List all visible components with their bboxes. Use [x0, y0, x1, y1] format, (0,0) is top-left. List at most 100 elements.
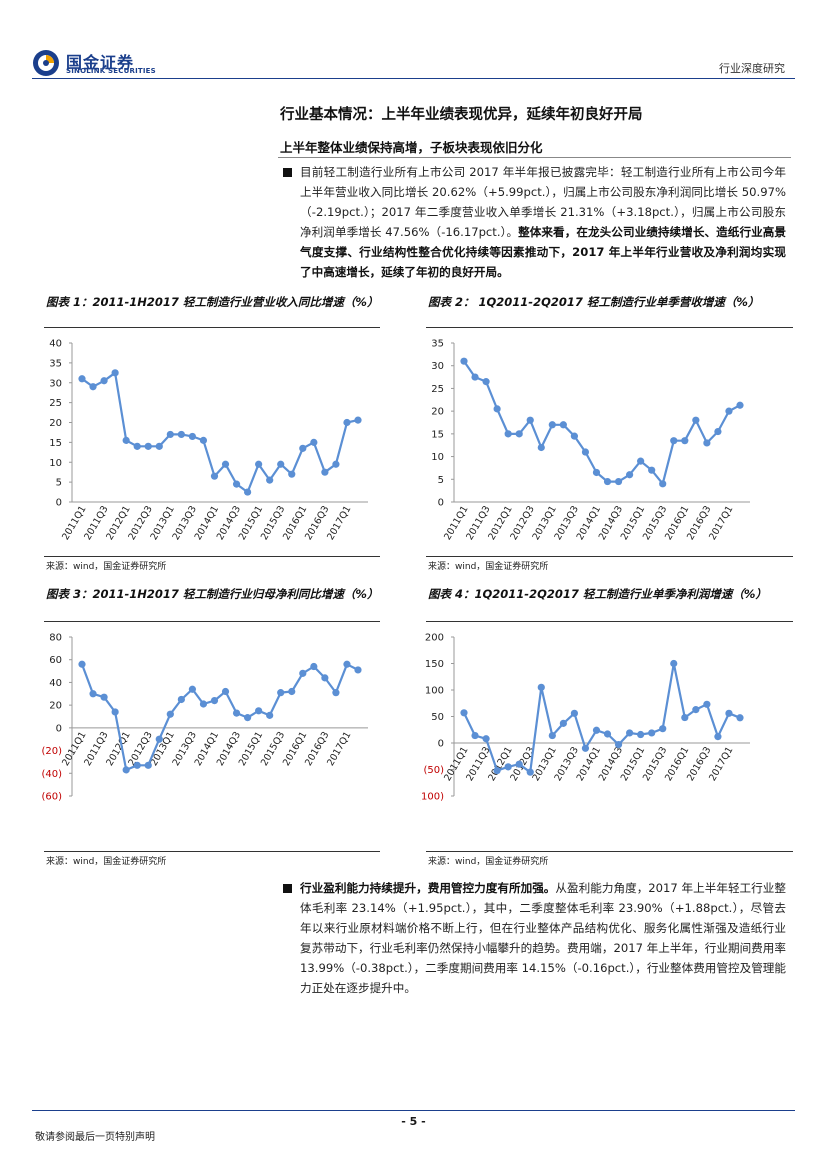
y-tick-label: 20: [431, 407, 444, 418]
figure-2-bottom-rule: [426, 556, 793, 557]
data-point: [155, 442, 163, 450]
y-tick-label: 30: [49, 378, 62, 389]
figure-2-title: 图表 2： 1Q2011-2Q2017 轻工制造行业单季营收增速（%）: [428, 295, 760, 309]
document-type: 行业深度研究: [719, 62, 785, 75]
chart-quarterly-revenue: 051015202530352011Q12011Q32012Q12012Q320…: [431, 339, 750, 542]
data-point: [133, 761, 141, 769]
data-point: [559, 421, 567, 429]
data-point: [188, 432, 196, 441]
y-tick-label: 0: [56, 723, 62, 734]
figure-4-bottom-rule: [426, 851, 793, 852]
data-point: [244, 488, 252, 496]
data-point: [354, 416, 362, 424]
figure-1-rule: [44, 327, 380, 328]
y-tick-label: 150: [425, 659, 444, 670]
data-point: [111, 369, 119, 377]
data-point: [299, 444, 307, 452]
y-tick-label: 10: [49, 458, 62, 469]
data-point: [188, 685, 196, 693]
data-point: [603, 730, 612, 738]
data-point: [471, 373, 479, 381]
page-number: - 5 -: [401, 1115, 426, 1128]
data-point: [637, 457, 645, 465]
data-point: [133, 442, 141, 450]
data-point: [548, 421, 556, 429]
y-tick-label: (40): [41, 769, 62, 780]
y-tick-label: 0: [438, 498, 444, 509]
y-tick-label: 15: [431, 429, 444, 440]
data-point: [122, 766, 130, 774]
data-point: [648, 729, 656, 737]
data-point: [692, 706, 700, 714]
section-subtitle: 上半年整体业绩保持高增，子板块表现依旧分化: [280, 140, 543, 155]
data-point: [332, 460, 340, 468]
data-point: [460, 357, 468, 365]
data-point: [471, 731, 479, 740]
data-point: [354, 666, 362, 674]
data-point: [199, 436, 208, 444]
y-tick-label: 200: [425, 633, 444, 644]
figure-4-source: 来源：wind，国金证券研究所: [428, 857, 549, 867]
data-point: [714, 733, 722, 741]
company-logo: 国金证券 SINOLINK SECURITIES: [32, 47, 162, 79]
chart-net-profit-yoy: (60)(40)(20)0204060802011Q12011Q32012Q12…: [41, 633, 368, 803]
y-tick-label: 10: [431, 452, 444, 463]
data-point: [221, 687, 230, 696]
data-point: [548, 731, 556, 740]
data-point: [177, 430, 185, 439]
data-point: [526, 768, 534, 776]
y-tick-label: 0: [56, 498, 62, 509]
figure-2-source: 来源：wind，国金证券研究所: [428, 562, 549, 572]
chart-revenue-yoy: 05101520253035402011Q12011Q32012Q12012Q3…: [49, 339, 368, 542]
data-point: [166, 430, 174, 439]
data-point: [482, 735, 490, 743]
footer-rule: [32, 1110, 795, 1111]
section-title: 行业基本情况：上半年业绩表现优异，延续年初良好开局: [280, 107, 643, 123]
series-line: [81, 371, 359, 494]
bullet-marker: [283, 884, 292, 893]
data-point: [310, 438, 318, 446]
figure-3-source: 来源：wind，国金证券研究所: [46, 857, 167, 867]
data-point: [493, 766, 501, 775]
data-point: [603, 477, 612, 486]
figure-4-title: 图表 4：1Q2011-2Q2017 轻工制造行业单季净利润增速（%）: [428, 587, 767, 601]
figure-1-title: 图表 1：2011-1H2017 轻工制造行业营业收入同比增速（%）: [46, 295, 379, 309]
data-point: [581, 744, 590, 752]
logo-chinese-name: 国金证券: [66, 53, 135, 72]
y-tick-label: 100: [425, 686, 444, 697]
data-point: [703, 439, 711, 447]
data-point: [166, 710, 174, 718]
y-tick-label: 80: [49, 633, 62, 644]
data-point: [332, 689, 340, 697]
bullet-marker: [283, 168, 292, 177]
figure-3-title: 图表 3：2011-1H2017 轻工制造行业归母净利同比增速（%）: [46, 587, 379, 601]
data-point: [659, 480, 667, 488]
figure-1-source: 来源：wind，国金证券研究所: [46, 562, 167, 572]
data-point: [321, 674, 329, 682]
paragraph-1-text: 目前轻工制造行业所有上市公司 2017 年半年报已披露完毕：轻工制造行业所有上市…: [300, 165, 786, 239]
data-point: [89, 690, 97, 698]
y-tick-label: 20: [49, 701, 62, 712]
paragraph-1: 目前轻工制造行业所有上市公司 2017 年半年报已披露完毕：轻工制造行业所有上市…: [300, 162, 786, 282]
data-point: [111, 708, 119, 716]
data-point: [482, 378, 490, 386]
data-point: [626, 729, 634, 737]
data-point: [78, 375, 86, 383]
data-point: [343, 660, 351, 668]
data-point: [277, 689, 285, 697]
y-tick-label: 5: [438, 475, 444, 486]
data-point: [78, 660, 86, 668]
y-tick-label: 25: [49, 398, 62, 409]
data-point: [299, 669, 307, 677]
data-point: [736, 714, 744, 722]
data-point: [559, 719, 567, 727]
data-point: [277, 460, 285, 468]
data-point: [210, 472, 219, 480]
data-point: [703, 700, 711, 708]
y-tick-label: 35: [431, 339, 444, 350]
data-point: [614, 477, 623, 486]
data-point: [199, 700, 208, 708]
data-point: [144, 761, 152, 769]
data-point: [122, 436, 130, 444]
data-point: [221, 460, 230, 468]
